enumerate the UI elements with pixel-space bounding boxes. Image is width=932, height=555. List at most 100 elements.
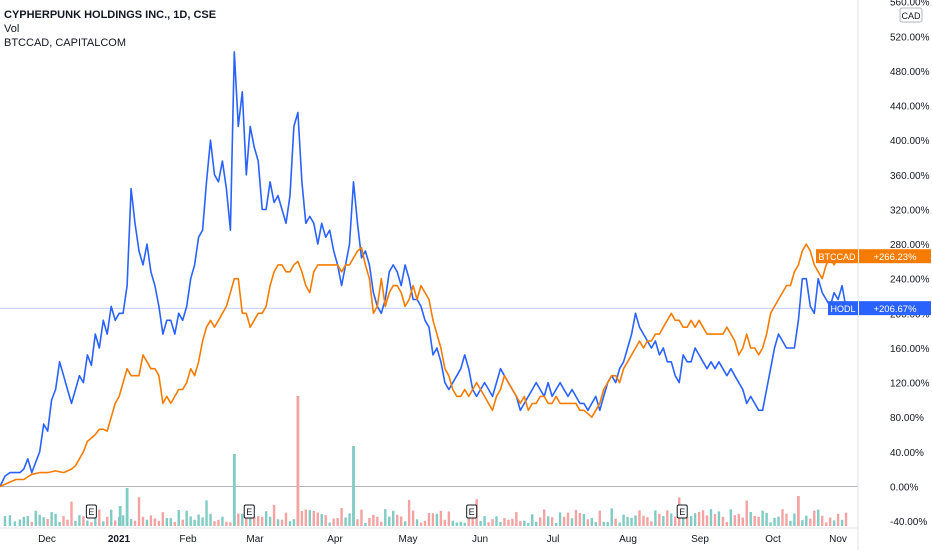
legend: CYPHERPUNK HOLDINGS INC., 1D, CSE Vol BT… <box>4 8 216 50</box>
volume-bar <box>761 510 764 526</box>
volume-bar <box>241 513 244 526</box>
volume-bar <box>372 514 375 526</box>
volume-bar <box>483 516 486 526</box>
volume-bar <box>511 518 514 526</box>
volume-bar <box>674 516 677 526</box>
volume-bar <box>193 519 196 526</box>
volume-bar <box>717 511 721 526</box>
volume-bar <box>102 521 105 526</box>
y-tick-label: 280.00% <box>890 240 930 251</box>
volume-bar <box>292 519 296 526</box>
volume-bar <box>654 510 657 526</box>
volume-bar <box>300 510 304 526</box>
volume-bar <box>352 446 355 526</box>
volume-bar <box>495 516 498 526</box>
volume-bar <box>209 513 212 526</box>
volume-bar <box>574 509 578 526</box>
volume-bar <box>622 514 625 526</box>
volume-bar <box>161 512 165 526</box>
volume-bar <box>749 512 752 526</box>
volume-bar <box>610 508 613 526</box>
volume-bar <box>98 509 101 526</box>
volume-bar <box>312 510 315 526</box>
volume-bar <box>713 514 717 526</box>
volume-bar <box>538 517 542 526</box>
y-tick-label: 360.00% <box>890 171 930 182</box>
volume-bar <box>106 516 109 526</box>
volume-bar <box>741 517 744 526</box>
volume-bar <box>399 516 403 526</box>
volume-bar <box>237 513 240 526</box>
volume-bar <box>201 517 204 526</box>
volume-bar <box>701 510 705 526</box>
series-price-tag-hodl[interactable]: HODL +206.67% <box>828 301 931 316</box>
volume-bar <box>570 518 574 526</box>
chart-title[interactable]: CYPHERPUNK HOLDINGS INC., 1D, CSE <box>4 9 217 21</box>
volume-bar <box>356 519 359 526</box>
volume-bar <box>316 512 319 526</box>
volume-bar <box>407 499 411 526</box>
volume-bar <box>455 522 458 526</box>
volume-bar <box>276 519 280 526</box>
volume-bar <box>13 521 17 526</box>
volume-bar <box>789 520 792 526</box>
volume-bar <box>535 521 538 526</box>
volume-bar <box>840 519 844 526</box>
volume-bar <box>685 517 689 526</box>
volume-bar <box>606 522 609 526</box>
volume-bar <box>836 513 840 526</box>
volume-bar <box>630 517 633 526</box>
earnings-marker[interactable]: E <box>676 504 688 519</box>
earnings-marker[interactable]: E <box>466 504 478 519</box>
volume-bar <box>26 515 30 526</box>
series-line-hodl[interactable] <box>0 51 847 487</box>
earnings-marker[interactable]: E <box>85 504 97 519</box>
volume-bar <box>22 516 26 526</box>
volume-bar <box>737 513 740 526</box>
volume-bar <box>403 521 407 526</box>
volume-bar <box>821 515 824 526</box>
volume-bar <box>590 517 594 526</box>
volume-bar <box>153 518 157 526</box>
volume-bar <box>121 515 125 526</box>
x-tick-label: Sep <box>691 534 709 545</box>
volume-bar <box>268 516 272 526</box>
volume-bar <box>709 509 713 526</box>
volume-bar <box>18 519 22 526</box>
volume-bar <box>368 517 371 526</box>
earnings-marker-box <box>676 504 688 519</box>
volume-bar <box>141 516 145 526</box>
y-axis-unit-badge[interactable]: CAD <box>899 7 923 23</box>
series-layer <box>0 51 847 488</box>
volume-indicator-label[interactable]: Vol <box>4 23 20 35</box>
volume-bar <box>249 518 252 526</box>
volume-bar <box>523 520 526 526</box>
volume-bar <box>487 522 490 526</box>
earnings-marker-box <box>85 504 97 519</box>
volume-bar <box>280 519 284 526</box>
volume-bar <box>74 520 77 526</box>
x-tick-label: Jul <box>547 534 560 545</box>
volume-bar <box>670 513 673 526</box>
volume-bar <box>479 520 482 526</box>
volume-bar <box>693 513 697 526</box>
volume-bar <box>733 515 737 526</box>
series-price-tag-btccad[interactable]: BTCCAD +266.23% <box>816 249 931 264</box>
volume-bar <box>598 510 601 526</box>
volume-bar <box>217 519 220 526</box>
volume-bar <box>70 501 73 526</box>
volume-bar <box>229 522 232 526</box>
earnings-marker[interactable]: E <box>243 504 255 519</box>
x-tick-label: 2021 <box>108 534 131 545</box>
volume-bar <box>527 522 530 526</box>
series-name-tag-bg <box>816 249 858 264</box>
compare-symbol-label[interactable]: BTCCAD, CAPITALCOM <box>4 37 127 49</box>
volume-bar <box>801 520 804 526</box>
volume-bar <box>431 513 435 526</box>
volume-bar <box>507 519 510 526</box>
volume-bar <box>3 516 7 526</box>
series-line-btccad[interactable] <box>0 243 847 488</box>
volume-bar <box>705 515 709 526</box>
